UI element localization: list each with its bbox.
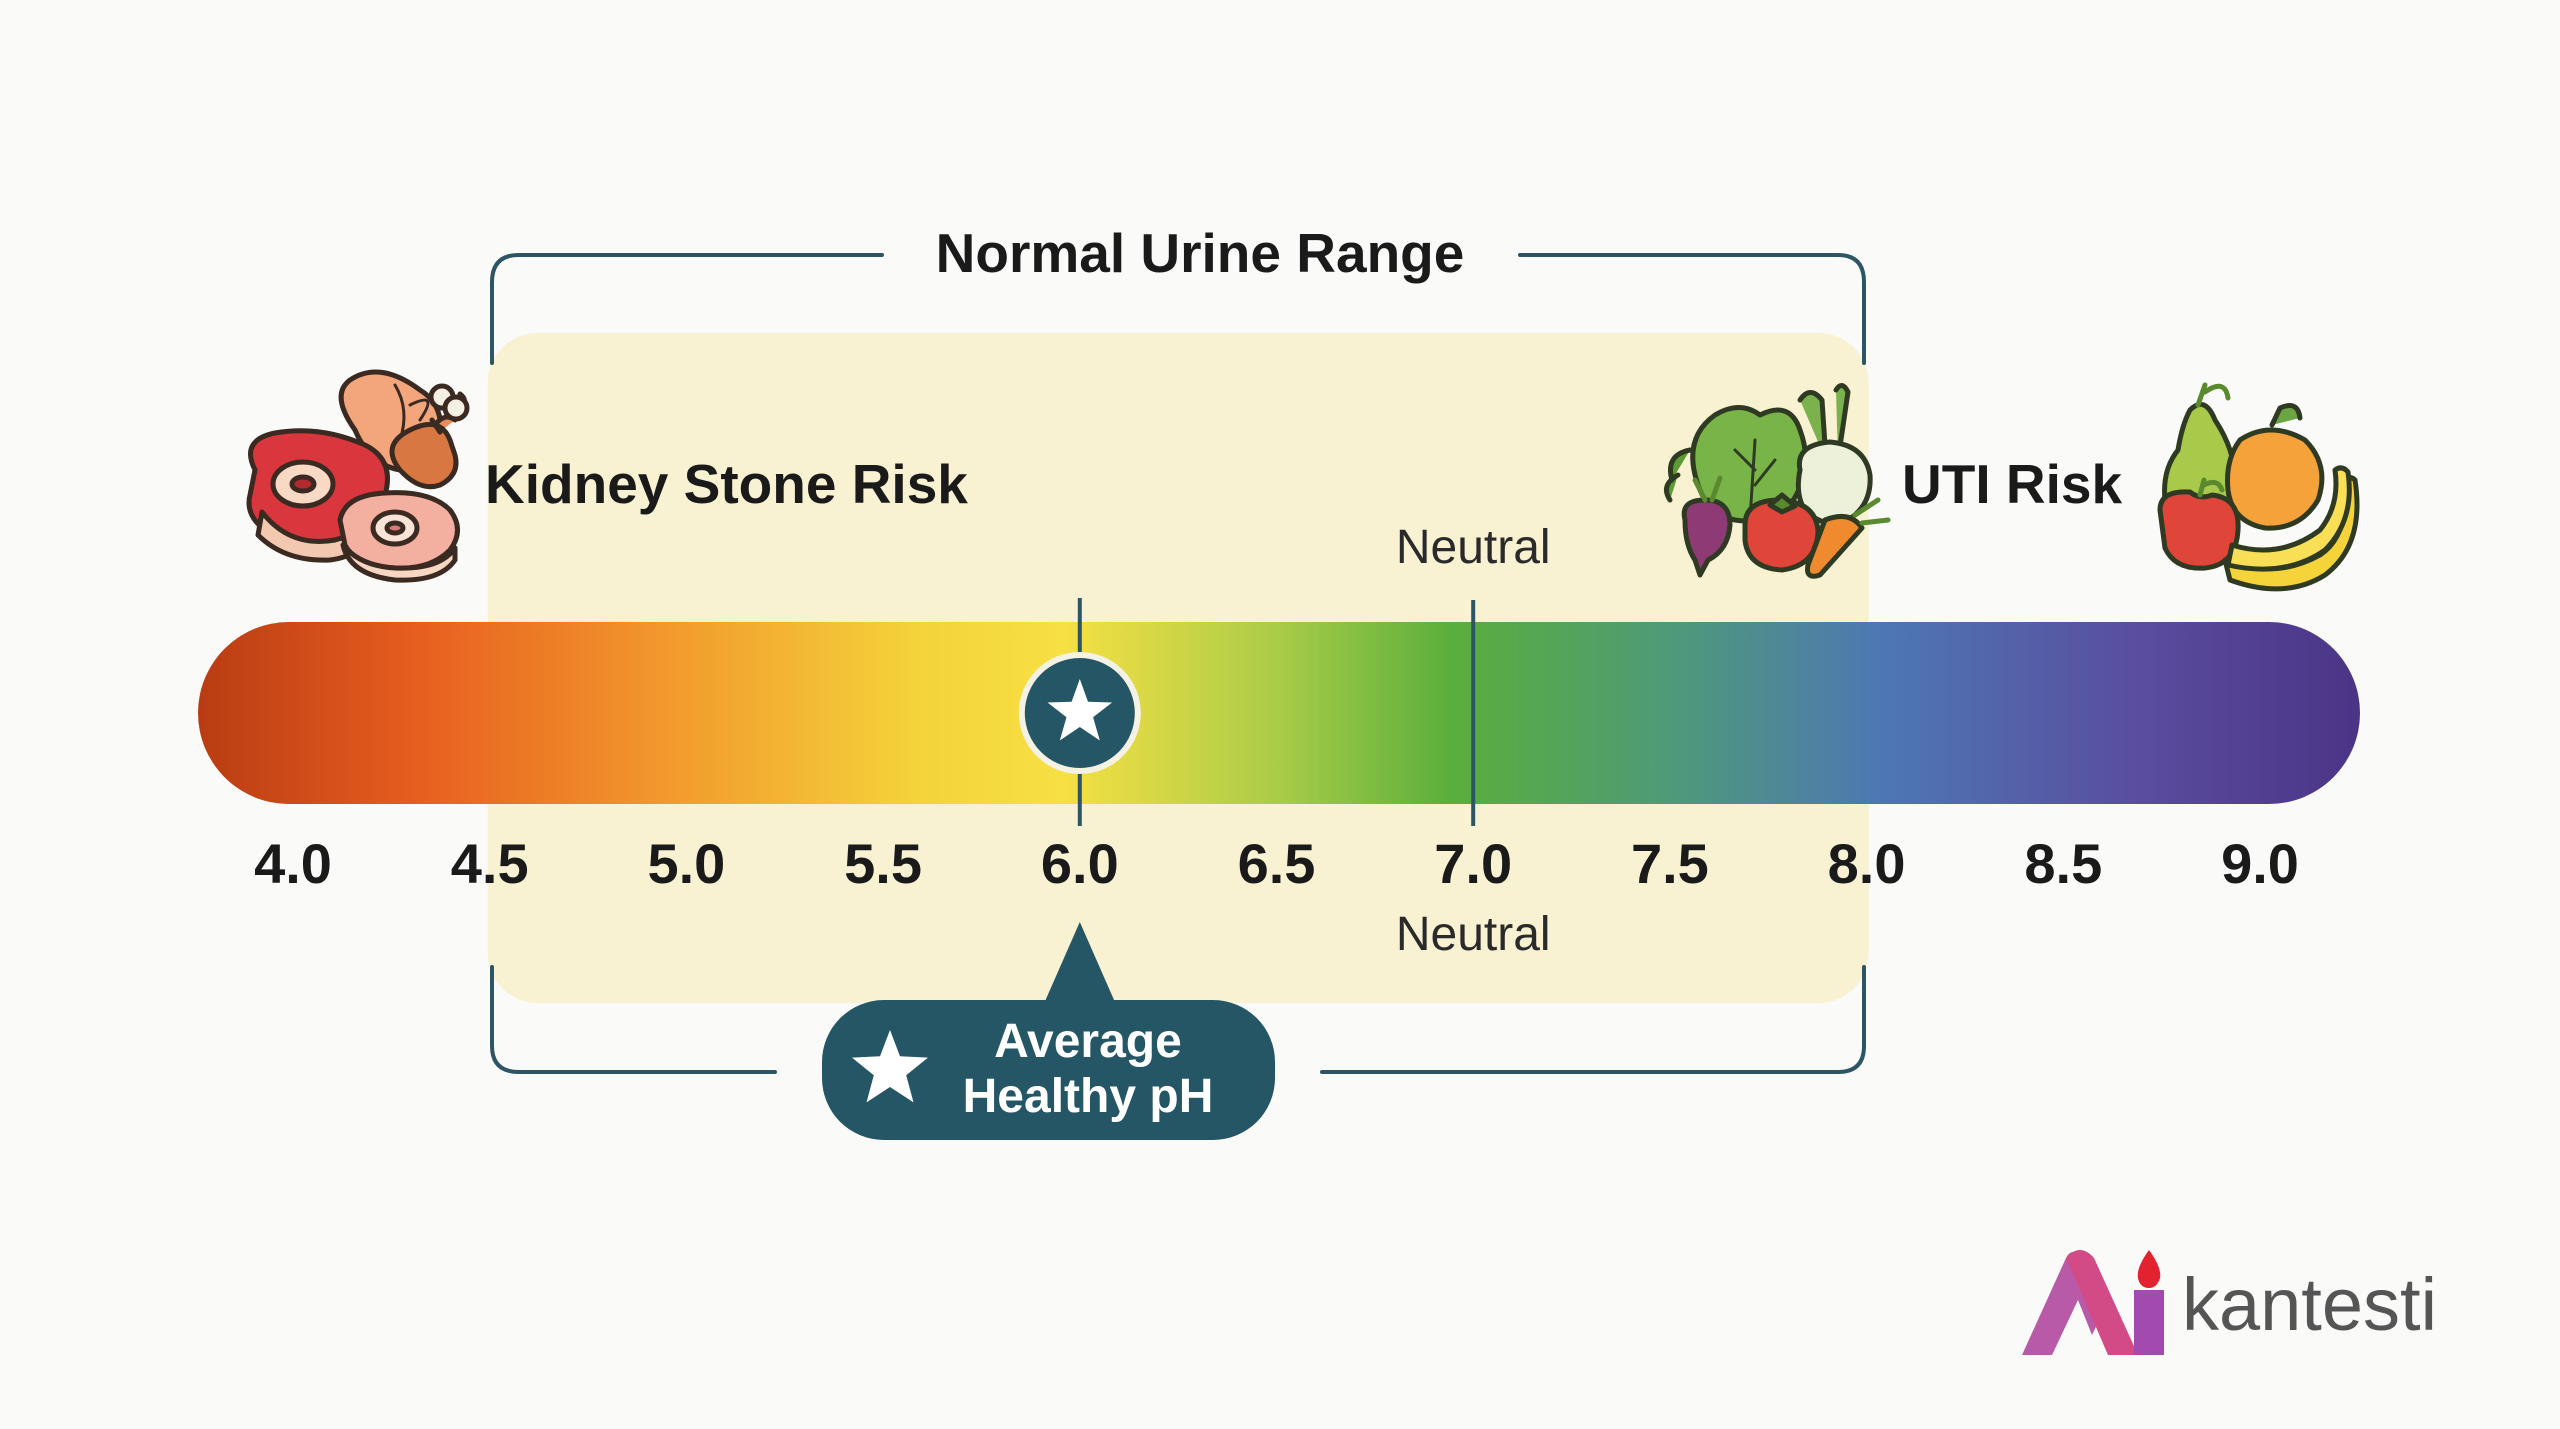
- vegetables-icon: [1663, 383, 1891, 579]
- normal-range-title: Normal Urine Range: [936, 222, 1465, 284]
- star-icon: [1047, 679, 1113, 741]
- tick-label: 4.5: [451, 832, 529, 895]
- tick-label: 5.0: [647, 832, 725, 895]
- neutral-label-bottom: Neutral: [1396, 908, 1551, 961]
- kantesti-wordmark: kantesti: [2182, 1263, 2437, 1346]
- tick-labels: 4.0 4.5 5.0 5.5 6.0 6.5 7.0 7.5 8.0 8.5 9.0: [254, 832, 2299, 895]
- callout-pointer: [1043, 922, 1116, 1004]
- tick-label: 6.5: [1238, 832, 1316, 895]
- uti-risk-label: UTI Risk: [1902, 453, 2122, 515]
- ph-gradient-bar: [198, 622, 2360, 804]
- callout-line-1: Average: [994, 1015, 1182, 1068]
- neutral-marker: Neutral Neutral: [1396, 521, 1551, 961]
- kidney-stone-risk-label: Kidney Stone Risk: [485, 453, 968, 515]
- kantesti-logo-icon: [2022, 1250, 2164, 1355]
- tick-label: 7.0: [1434, 832, 1512, 895]
- callout-box: [822, 1000, 1275, 1140]
- tick-label: 8.5: [2024, 832, 2102, 895]
- tick-label: 5.5: [844, 832, 922, 895]
- tick-label: 4.0: [254, 832, 332, 895]
- fruits-icon: [2157, 382, 2360, 592]
- callout-star-icon: [852, 1030, 928, 1103]
- average-healthy-marker: [1018, 598, 1141, 826]
- tick-label: 7.5: [1631, 832, 1709, 895]
- neutral-label-top: Neutral: [1396, 521, 1551, 574]
- normal-range-bracket-top: [490, 253, 1866, 365]
- tick-label: 6.0: [1041, 832, 1119, 895]
- kantesti-logo: kantesti: [2022, 1250, 2437, 1355]
- meat-poultry-icon: [246, 369, 470, 583]
- callout-line-2: Healthy pH: [963, 1070, 1214, 1123]
- tick-label: 8.0: [1828, 832, 1906, 895]
- average-healthy-callout: Average Healthy pH: [822, 922, 1275, 1140]
- tick-label: 9.0: [2221, 832, 2299, 895]
- normal-range-bracket-bottom: [490, 965, 1866, 1074]
